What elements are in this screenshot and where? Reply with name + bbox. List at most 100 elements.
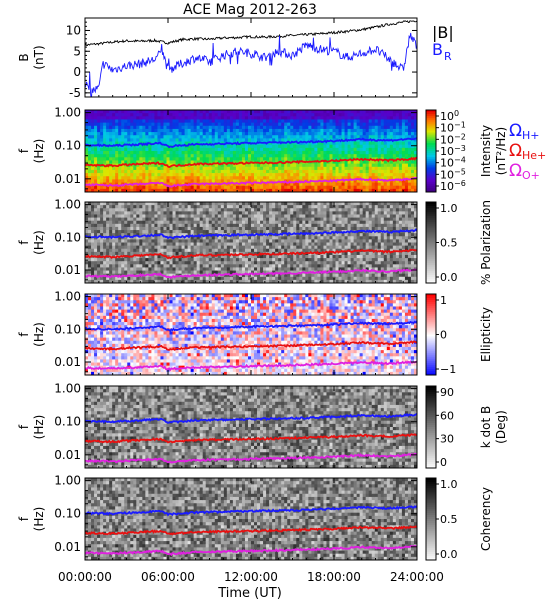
- heatmap-cell: [341, 173, 345, 177]
- heatmap-cell: [311, 182, 315, 187]
- heatmap-cell: [124, 151, 128, 155]
- heatmap-cell: [142, 176, 146, 180]
- heatmap-cell: [214, 188, 219, 192]
- heatmap-cell: [299, 233, 303, 237]
- heatmap-cell: [160, 141, 164, 146]
- heatmap-cell: [172, 261, 176, 265]
- heatmap-cell: [290, 188, 294, 192]
- heatmap-cell: [223, 261, 228, 265]
- heatmap-cell: [353, 128, 358, 133]
- heatmap-cell: [383, 176, 388, 180]
- heatmap-cell: [193, 122, 198, 127]
- heatmap-cell: [332, 169, 336, 174]
- heatmap-cell: [214, 261, 219, 265]
- heatmap-cell: [109, 110, 113, 114]
- heatmap-cell: [157, 270, 161, 275]
- heatmap-cell: [290, 245, 294, 250]
- heatmap-cell: [145, 270, 149, 275]
- heatmap-cell: [187, 261, 192, 265]
- heatmap-cell: [202, 173, 207, 177]
- heatmap-cell: [284, 144, 288, 149]
- heatmap-cell: [97, 220, 101, 225]
- heatmap-cell: [257, 147, 261, 152]
- heatmap-cell: [127, 176, 131, 180]
- heatmap-cell: [136, 223, 140, 228]
- heatmap-cell: [272, 261, 276, 265]
- heatmap-cell: [175, 154, 179, 158]
- heatmap-cell: [202, 214, 207, 218]
- heatmap-cell: [401, 163, 406, 168]
- heatmap-cell: [413, 132, 417, 136]
- heatmap-cell: [260, 254, 264, 259]
- heatmap-cell: [136, 119, 140, 124]
- heatmap-cell: [127, 220, 131, 225]
- heatmap-cell: [100, 125, 104, 130]
- heatmap-cell: [190, 270, 195, 275]
- heatmap-cell: [151, 116, 155, 120]
- heatmap-cell: [380, 163, 385, 168]
- heatmap-cell: [142, 128, 146, 133]
- heatmap-cell: [169, 151, 173, 155]
- heatmap-cell: [130, 226, 134, 231]
- heatmap-cell: [148, 239, 152, 243]
- heatmap-cell: [172, 173, 176, 177]
- heatmap-cell: [263, 245, 267, 250]
- heatmap-cell: [208, 128, 213, 133]
- heatmap-cell: [88, 217, 92, 222]
- heatmap-cell: [410, 188, 415, 192]
- heatmap-cell: [392, 147, 397, 152]
- heatmap-cell: [211, 279, 216, 283]
- heatmap-cell: [130, 233, 134, 237]
- heatmap-cell: [238, 147, 243, 152]
- heatmap-cell: [244, 226, 249, 231]
- heatmap-cell: [163, 160, 167, 165]
- heatmap-cell: [247, 264, 252, 268]
- heatmap-cell: [365, 116, 370, 120]
- heatmap-cell: [338, 113, 342, 117]
- heatmap-cell: [193, 151, 198, 155]
- heatmap-cell: [347, 179, 351, 183]
- heatmap-cell: [139, 236, 143, 240]
- heatmap-cell: [278, 119, 282, 124]
- heatmap-cell: [299, 239, 303, 243]
- heatmap-cell: [130, 242, 134, 247]
- heatmap-cell: [257, 116, 261, 120]
- heatmap-cell: [181, 154, 185, 158]
- heatmap-cell: [196, 202, 201, 206]
- heatmap-cell: [226, 188, 231, 192]
- heatmap-cell: [139, 173, 143, 177]
- heatmap-cell: [214, 220, 219, 225]
- heatmap-cell: [323, 119, 327, 124]
- heatmap-cell: [172, 270, 176, 275]
- heatmap-cell: [166, 223, 170, 228]
- heatmap-cell: [269, 147, 273, 152]
- heatmap-cell: [251, 279, 255, 283]
- heatmap-cell: [275, 154, 279, 158]
- heatmap-cell: [241, 144, 246, 149]
- heatmap-cell: [220, 173, 225, 177]
- heatmap-cell: [118, 270, 122, 275]
- heatmap-cell: [154, 208, 158, 212]
- heatmap-cell: [226, 208, 231, 212]
- heatmap-cell: [293, 230, 297, 234]
- heatmap-cell: [329, 160, 333, 165]
- heatmap-cell: [154, 110, 158, 114]
- heatmap-cell: [350, 122, 355, 127]
- heatmap-cell: [148, 138, 152, 142]
- heatmap-cell: [88, 264, 92, 268]
- heatmap-cell: [220, 125, 225, 130]
- heatmap-cell: [94, 236, 98, 240]
- heatmap-cell: [305, 261, 309, 265]
- heatmap-cell: [344, 188, 348, 192]
- heatmap-cell: [407, 176, 412, 180]
- heatmap-cell: [97, 151, 101, 155]
- heatmap-cell: [404, 141, 409, 146]
- heatmap-cell: [160, 276, 164, 281]
- heatmap-cell: [166, 214, 170, 218]
- heatmap-cell: [145, 242, 149, 247]
- heatmap-cell: [263, 273, 267, 278]
- heatmap-cell: [395, 176, 400, 180]
- heatmap-cell: [160, 236, 164, 240]
- heatmap-cell: [175, 230, 179, 234]
- heatmap-cell: [220, 128, 225, 133]
